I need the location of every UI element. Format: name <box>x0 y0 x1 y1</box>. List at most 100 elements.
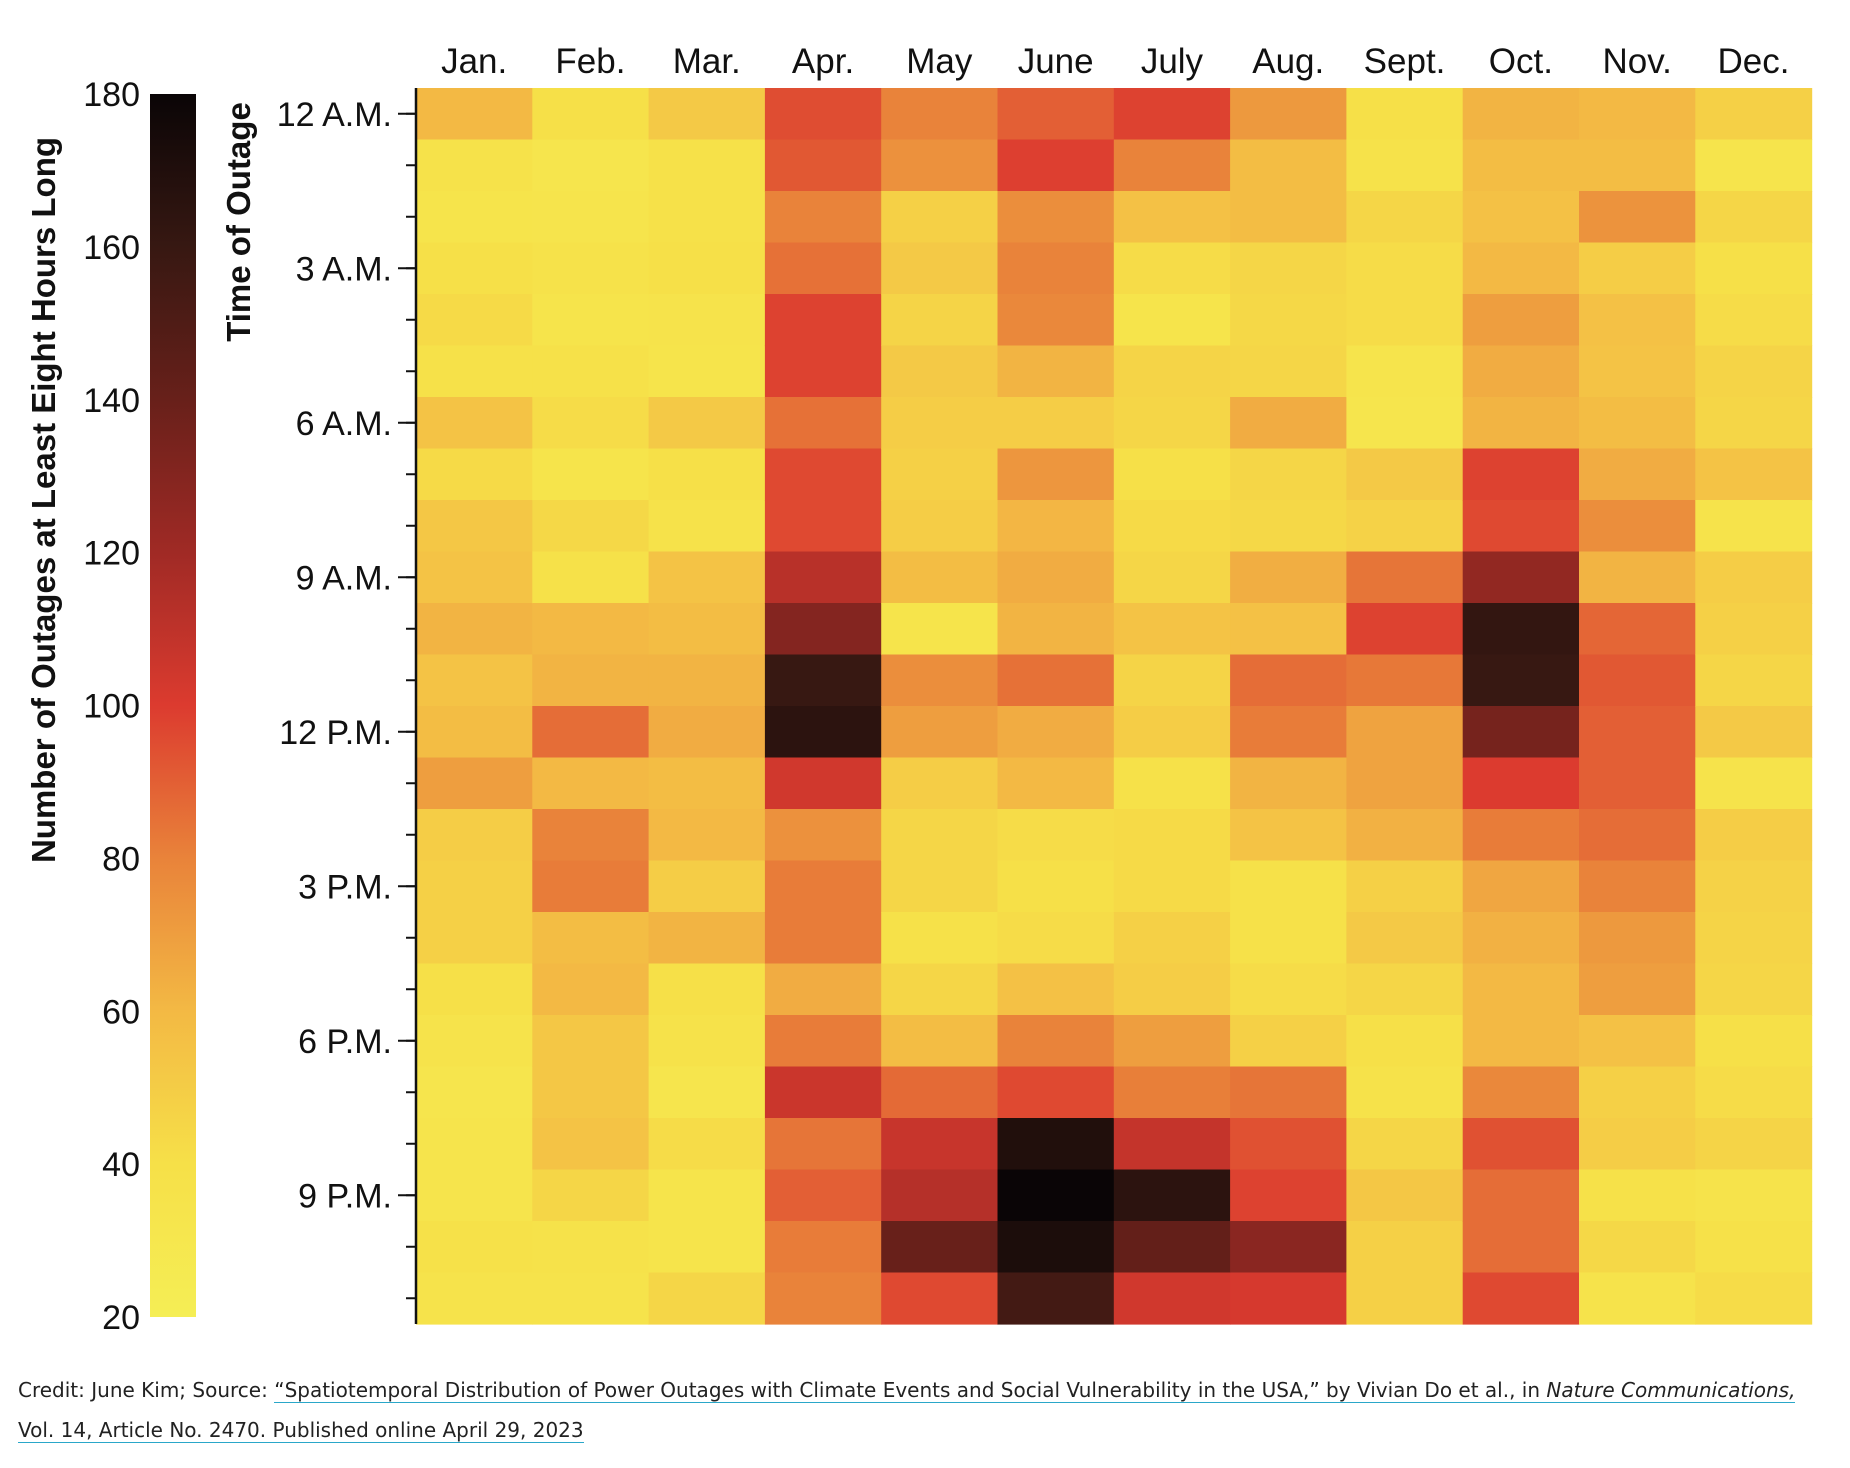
heatmap-cell <box>532 1169 650 1222</box>
heatmap-cell <box>1230 860 1347 913</box>
heatmap-cell <box>1113 1118 1231 1171</box>
heatmap-cell <box>1230 1066 1347 1119</box>
heatmap-cell <box>1346 603 1464 656</box>
y-tick-label: 9 P.M. <box>298 1177 392 1215</box>
heatmap-cell <box>1346 139 1464 192</box>
heatmap-cell <box>1462 1118 1580 1171</box>
heatmap-cell <box>1113 88 1231 141</box>
heatmap-cell <box>532 1221 650 1274</box>
heatmap-cell <box>1346 1066 1464 1119</box>
heatmap-cell <box>532 500 650 553</box>
heatmap-cell <box>1462 860 1580 913</box>
heatmap-cell <box>648 294 766 347</box>
heatmap-cell <box>532 963 650 1016</box>
y-axis-label: Time of Outage <box>220 102 257 342</box>
heatmap-cell <box>648 448 766 501</box>
heatmap-cell <box>1695 191 1813 244</box>
heatmap-cell <box>881 603 999 656</box>
heatmap-cell <box>997 139 1115 192</box>
heatmap-cell <box>1113 294 1231 347</box>
heatmap-cell <box>1230 397 1347 450</box>
heatmap-cell <box>648 860 766 913</box>
heatmap-cell <box>881 139 999 192</box>
heatmap-cell <box>1579 1272 1696 1325</box>
heatmap-cell <box>1113 1066 1231 1119</box>
heatmap-cell <box>1113 860 1231 913</box>
heatmap-cell <box>881 1015 999 1068</box>
heatmap-cell <box>1695 654 1813 707</box>
heatmap-cell <box>881 912 999 965</box>
heatmap-cell <box>416 1118 533 1171</box>
heatmap-cell <box>1462 809 1580 862</box>
heatmap-cell <box>648 912 766 965</box>
heatmap-cell <box>1462 500 1580 553</box>
source-link[interactable]: “Spatiotemporal Distribution of Power Ou… <box>18 1378 1796 1443</box>
heatmap-cell <box>532 551 650 604</box>
heatmap-cell <box>1230 1015 1347 1068</box>
month-label: July <box>1141 42 1204 81</box>
heatmap-cell <box>416 397 533 450</box>
colorbar-tick-label: 160 <box>83 229 140 267</box>
heatmap-cell <box>416 1169 533 1222</box>
heatmap-cell <box>1230 603 1347 656</box>
heatmap-cell <box>416 963 533 1016</box>
heatmap-cell <box>881 1066 999 1119</box>
heatmap-cell <box>1695 706 1813 759</box>
heatmap-cell <box>1346 88 1464 141</box>
heatmap-cell <box>1230 88 1347 141</box>
heatmap-cell <box>1695 242 1813 295</box>
heatmap-cell <box>648 242 766 295</box>
heatmap-cell <box>648 603 766 656</box>
heatmap-cell <box>1462 551 1580 604</box>
heatmap-cell <box>1579 963 1696 1016</box>
credit-prefix: Credit: June Kim; Source: <box>18 1378 275 1402</box>
heatmap-cell <box>997 551 1115 604</box>
heatmap-cell <box>1346 500 1464 553</box>
heatmap-cell <box>648 654 766 707</box>
heatmap-cell <box>764 242 882 295</box>
heatmap-cell <box>881 1221 999 1274</box>
heatmap-cell <box>1462 1066 1580 1119</box>
heatmap-cell <box>1579 1015 1696 1068</box>
heatmap-cell <box>1230 242 1347 295</box>
heatmap-cell <box>764 1066 882 1119</box>
month-label: Mar. <box>673 42 741 81</box>
heatmap-cell <box>648 1118 766 1171</box>
heatmap-cell <box>764 912 882 965</box>
heatmap-cell <box>1346 654 1464 707</box>
heatmap-cell <box>764 603 882 656</box>
heatmap-cell <box>1462 1221 1580 1274</box>
heatmap-cell <box>416 1066 533 1119</box>
heatmap-cell <box>532 242 650 295</box>
heatmap-cell <box>997 397 1115 450</box>
heatmap-cell <box>532 654 650 707</box>
heatmap-cell <box>997 448 1115 501</box>
heatmap-cell <box>997 1118 1115 1171</box>
heatmap-cell <box>1230 1169 1347 1222</box>
heatmap-cell <box>1579 1066 1696 1119</box>
heatmap-cell <box>881 1272 999 1325</box>
heatmap-cell <box>532 860 650 913</box>
heatmap-cell <box>881 397 999 450</box>
heatmap-cell <box>997 809 1115 862</box>
heatmap-cell <box>1579 757 1696 810</box>
heatmap-cell <box>881 191 999 244</box>
y-tick-label: 12 P.M. <box>279 714 392 752</box>
heatmap-cell <box>1230 1118 1347 1171</box>
journal-name: Nature Communications, <box>1546 1378 1796 1402</box>
heatmap-cell <box>1695 500 1813 553</box>
heatmap-cell <box>532 448 650 501</box>
heatmap-cell <box>1579 448 1696 501</box>
heatmap-cell <box>1346 242 1464 295</box>
heatmap-cell <box>648 345 766 398</box>
month-label: Apr. <box>792 42 854 81</box>
heatmap-cell <box>1113 963 1231 1016</box>
heatmap-cell <box>1230 1272 1347 1325</box>
heatmap-cell <box>881 706 999 759</box>
heatmap-cell <box>416 242 533 295</box>
heatmap-cell <box>764 1015 882 1068</box>
heatmap-cell <box>1346 294 1464 347</box>
heatmap-cell <box>1462 1015 1580 1068</box>
heatmap-cell <box>764 757 882 810</box>
heatmap-cell <box>648 809 766 862</box>
